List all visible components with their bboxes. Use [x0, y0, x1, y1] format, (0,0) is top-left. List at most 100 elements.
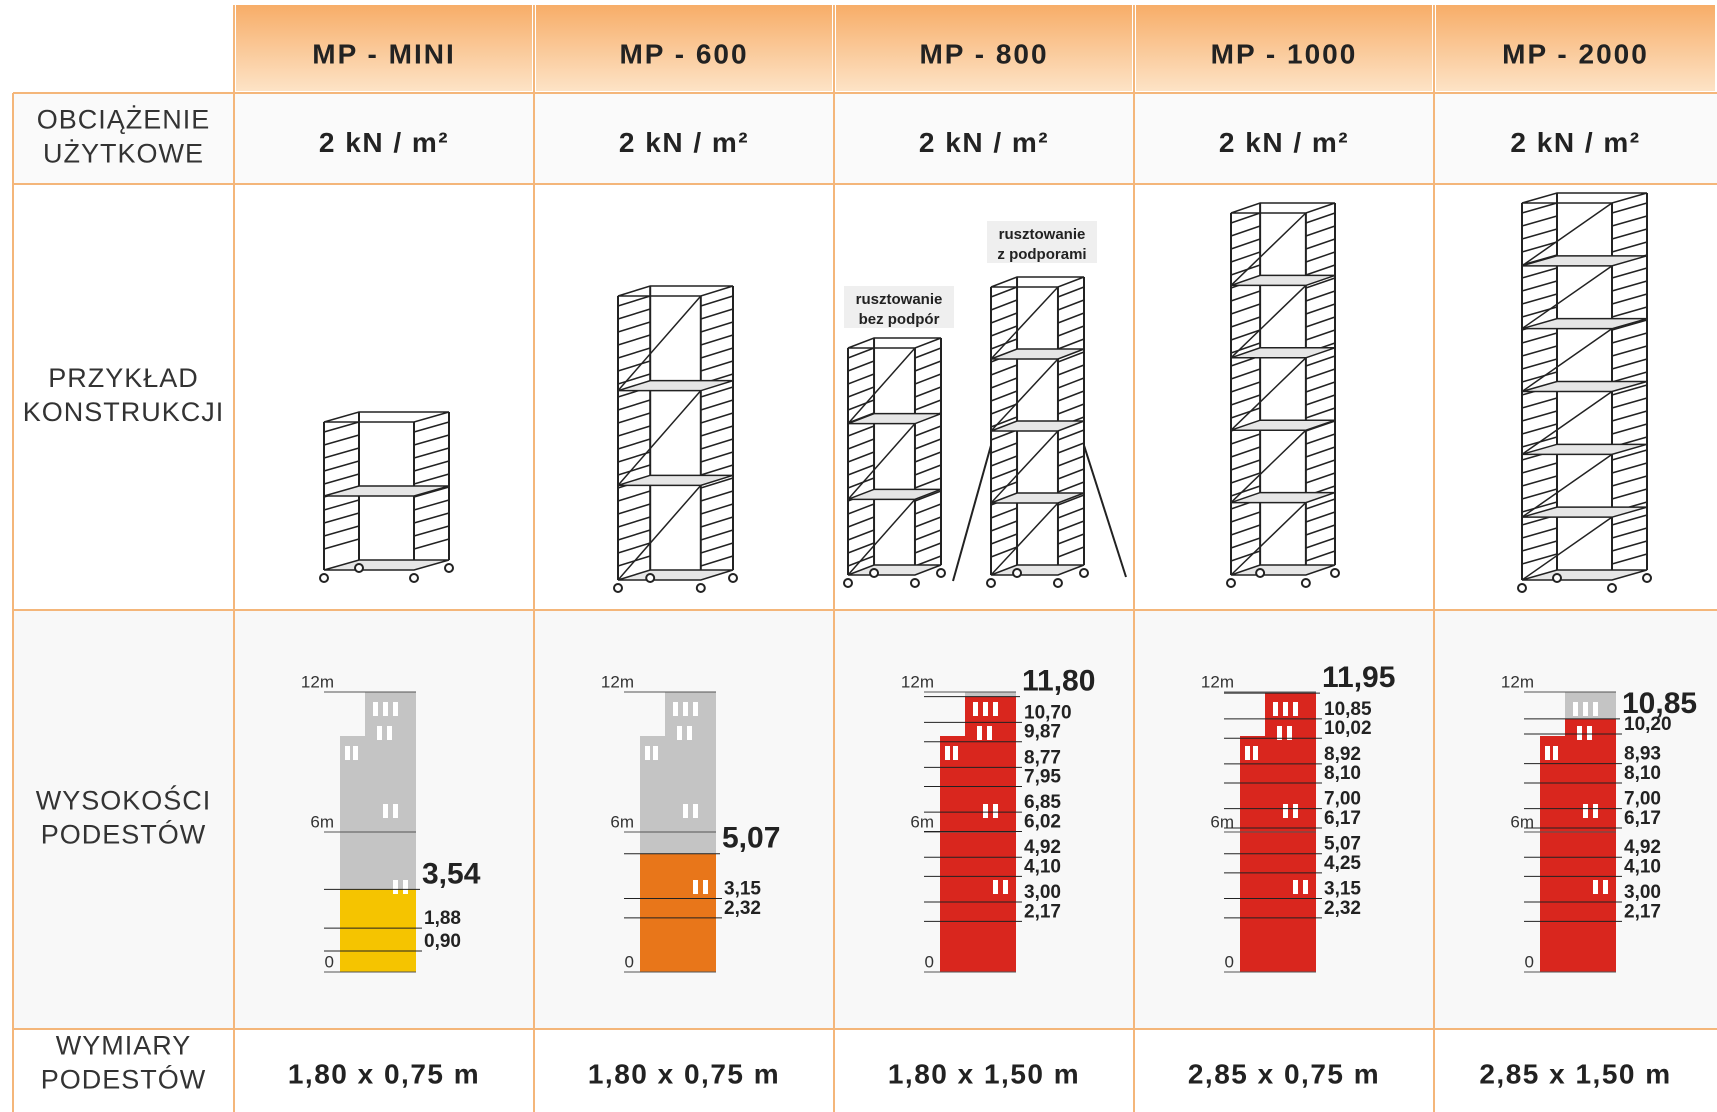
caption: z podporami — [997, 246, 1086, 263]
dimension-value: 2,85 x 1,50 m — [1479, 1058, 1671, 1089]
building-window — [1593, 804, 1598, 818]
row-background — [13, 1029, 1717, 1112]
max-height-label: 5,07 — [722, 822, 780, 855]
scaffold-wheel — [1256, 569, 1264, 577]
level-label: 7,95 — [1024, 767, 1061, 788]
building-window — [1553, 746, 1558, 760]
level-label: 2,17 — [1024, 901, 1061, 922]
scaffold-wheel — [614, 584, 622, 592]
comparison-table: MP - MINIMP - 600MP - 800MP - 1000MP - 2… — [0, 0, 1717, 1112]
scaffold-wheel — [1054, 579, 1062, 587]
axis-tick-label: 0 — [1225, 952, 1234, 971]
level-label: 4,25 — [1324, 853, 1361, 874]
axis-tick-label: 0 — [625, 952, 634, 971]
level-label: 2,32 — [1324, 898, 1361, 919]
level-label: 4,10 — [1624, 856, 1661, 877]
building-window — [353, 746, 358, 760]
scaffold-wheel — [1080, 569, 1088, 577]
scaffold-wheel — [445, 564, 453, 572]
axis-tick-label: 6m — [910, 812, 934, 831]
building-window — [693, 880, 698, 894]
page: {"header":{"columns":["MP - MINI","MP - … — [0, 0, 1717, 1112]
dimension-value: 1,80 x 1,50 m — [888, 1058, 1080, 1089]
dimension-value: 1,80 x 0,75 m — [288, 1058, 480, 1089]
level-label: 4,92 — [1624, 837, 1661, 858]
building-window — [1303, 880, 1308, 894]
level-label: 10,85 — [1324, 699, 1372, 720]
building-window — [993, 804, 998, 818]
level-label: 0,90 — [424, 931, 461, 952]
caption: bez podpór — [859, 311, 940, 328]
max-height-label: 3,54 — [422, 857, 481, 890]
scaffold-wheel — [987, 579, 995, 587]
building-window — [987, 726, 992, 740]
axis-tick-label: 6m — [310, 812, 334, 831]
scaffold-wheel — [1227, 579, 1235, 587]
level-label: 7,00 — [1324, 789, 1361, 810]
scaffold-wheel — [870, 569, 878, 577]
row-label: WYMIARY — [56, 1031, 192, 1061]
building-window — [1583, 702, 1588, 716]
caption: rusztowanie — [856, 291, 943, 308]
building-window — [1573, 702, 1578, 716]
level-label: 10,70 — [1024, 702, 1072, 723]
building-window — [683, 804, 688, 818]
row-label: UŻYTKOWE — [43, 138, 204, 169]
scaffold-wheel — [1608, 584, 1616, 592]
dimension-value: 2,85 x 0,75 m — [1188, 1058, 1380, 1089]
level-label: 8,10 — [1624, 763, 1661, 784]
level-label: 4,10 — [1024, 856, 1061, 877]
row-label: PODESTÓW — [41, 819, 207, 850]
height-bar — [640, 854, 716, 972]
scaffold-wheel — [1553, 574, 1561, 582]
building-window — [1583, 804, 1588, 818]
building-window — [1003, 880, 1008, 894]
building-window — [1283, 804, 1288, 818]
building-window — [1253, 746, 1258, 760]
building-window — [1603, 880, 1608, 894]
dimension-value: 1,80 x 0,75 m — [588, 1058, 780, 1089]
axis-tick-label: 12m — [1501, 672, 1534, 691]
scaffold-wheel — [1643, 574, 1651, 582]
height-bar — [1540, 719, 1616, 972]
row-background — [13, 93, 1717, 184]
level-label: 8,10 — [1324, 763, 1361, 784]
building-window — [383, 804, 388, 818]
level-label: 9,87 — [1024, 722, 1061, 743]
load-value: 2 kN / m² — [1219, 127, 1349, 158]
axis-tick-label: 6m — [610, 812, 634, 831]
caption: rusztowanie — [999, 226, 1086, 243]
row-label: WYSOKOŚCI — [36, 784, 212, 816]
axis-tick-label: 0 — [1525, 952, 1534, 971]
row-label: OBCIĄŻENIE — [37, 104, 211, 135]
building-window — [373, 702, 378, 716]
scaffold-wheel — [410, 574, 418, 582]
building-window — [393, 804, 398, 818]
row-label: PODESTÓW — [41, 1064, 207, 1095]
scaffold-wheel — [697, 584, 705, 592]
building-window — [993, 880, 998, 894]
scaffold-wheel — [1518, 584, 1526, 592]
building-window — [1283, 702, 1288, 716]
building-window — [677, 726, 682, 740]
building-window — [645, 746, 650, 760]
building-window — [693, 804, 698, 818]
scaffold-wheel — [729, 574, 737, 582]
max-height-label: 11,95 — [1322, 661, 1395, 694]
building-window — [693, 702, 698, 716]
building-window — [345, 746, 350, 760]
building-window — [1593, 880, 1598, 894]
level-label: 3,15 — [724, 879, 761, 900]
row-background — [13, 610, 1717, 1029]
building-window — [403, 880, 408, 894]
building-window — [983, 702, 988, 716]
building-window — [703, 880, 708, 894]
level-label: 6,17 — [1324, 808, 1361, 829]
level-label: 2,32 — [724, 898, 761, 919]
header-label: MP - 1000 — [1211, 38, 1358, 69]
building-window — [1593, 702, 1598, 716]
level-label: 10,02 — [1324, 718, 1372, 739]
building-window — [393, 702, 398, 716]
level-label: 6,17 — [1624, 808, 1661, 829]
axis-tick-label: 12m — [301, 672, 334, 691]
